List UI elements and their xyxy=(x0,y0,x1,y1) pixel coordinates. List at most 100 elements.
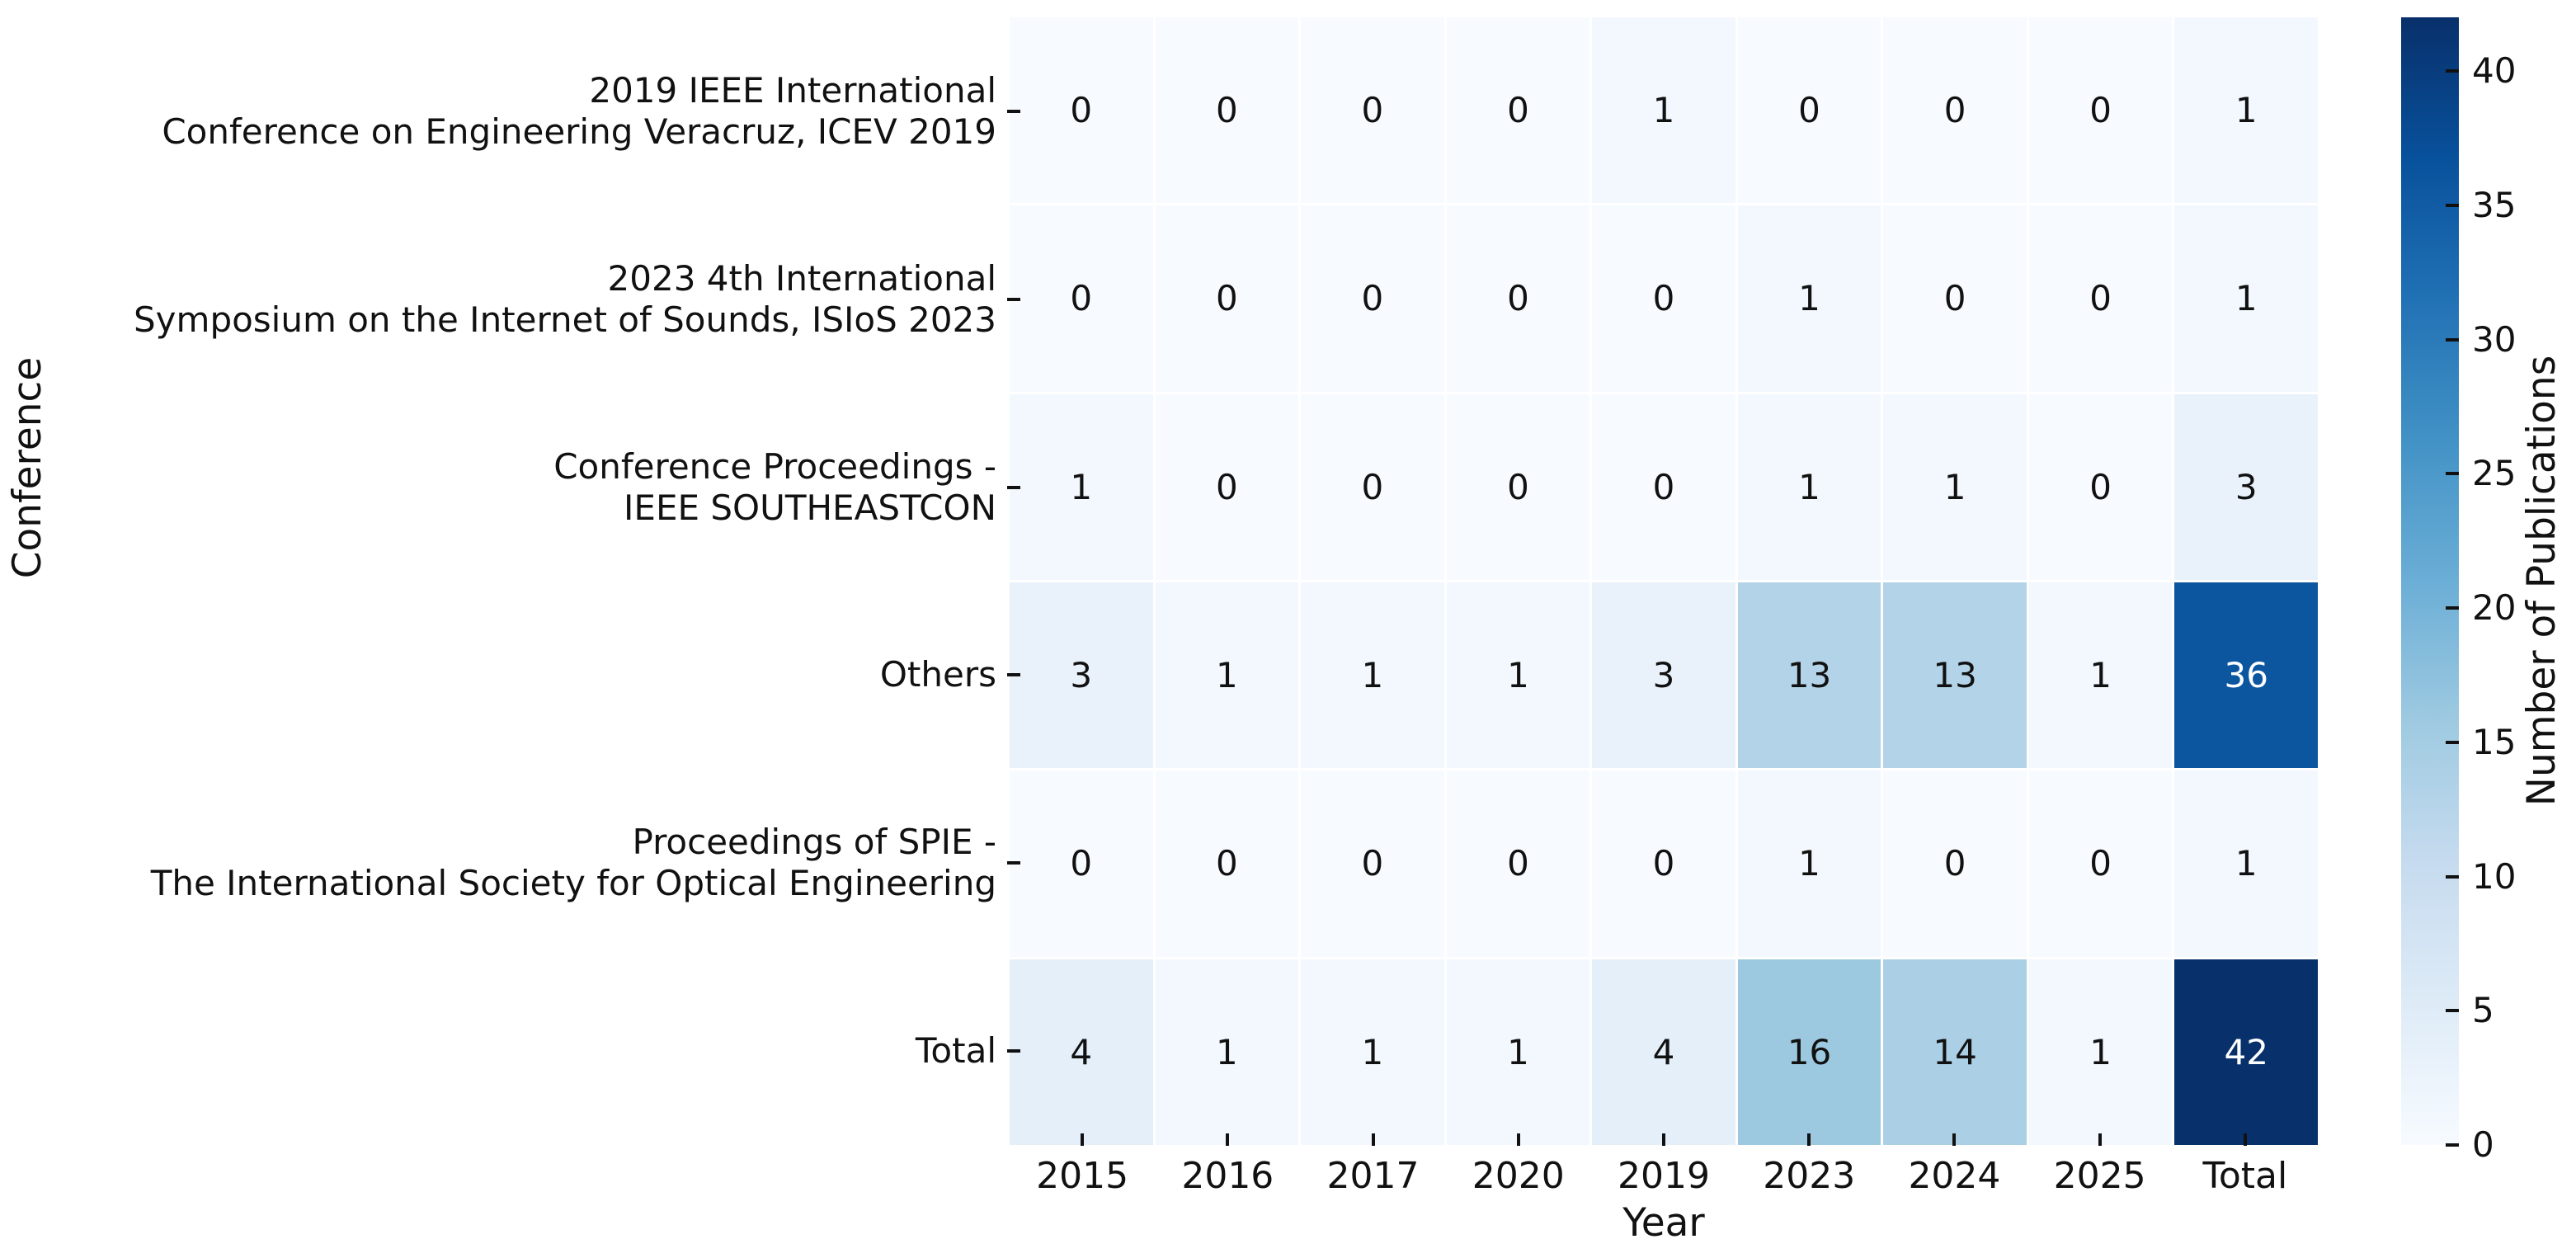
x-tick-label: 2019 xyxy=(1618,1155,1710,1197)
heatmap-cell: 13 xyxy=(1883,582,2027,769)
heatmap-cell: 0 xyxy=(2028,393,2173,580)
x-axis-title: Year xyxy=(1622,1200,1705,1246)
heatmap-cell: 0 xyxy=(1010,205,1153,392)
heatmap-cell: 0 xyxy=(2028,205,2173,392)
colorbar-tick xyxy=(2446,69,2459,73)
x-tick-label: 2016 xyxy=(1181,1155,1274,1197)
heatmap-cell: 0 xyxy=(1446,393,1590,580)
heatmap-cell: 1 xyxy=(1737,393,1881,580)
x-tick-label: 2024 xyxy=(1908,1155,2001,1197)
colorbar-tick xyxy=(2446,740,2459,744)
heatmap-cell: 0 xyxy=(1155,393,1299,580)
y-tick xyxy=(1007,109,1020,113)
heatmap-cell: 0 xyxy=(1883,17,2027,204)
x-tick xyxy=(1081,1133,1085,1146)
heatmap-cell: 1 xyxy=(1592,17,1735,204)
heatmap-cell: 0 xyxy=(1155,770,1299,957)
x-tick xyxy=(2098,1133,2102,1146)
heatmap-cell: 1 xyxy=(2174,770,2318,957)
heatmap-cell: 0 xyxy=(1446,205,1590,392)
heatmap-cell: 0 xyxy=(2028,17,2173,204)
colorbar-tick-label: 10 xyxy=(2472,855,2517,897)
heatmap-cell: 0 xyxy=(1155,205,1299,392)
colorbar-tick-label: 25 xyxy=(2472,453,2517,494)
row-label: Proceedings of SPIE - The International S… xyxy=(150,822,996,904)
heatmap-cell: 0 xyxy=(1010,17,1153,204)
heatmap-cell: 0 xyxy=(1883,770,2027,957)
heatmap-cell: 0 xyxy=(1592,770,1735,957)
heatmap-cell: 1 xyxy=(1737,205,1881,392)
colorbar-tick xyxy=(2446,472,2459,476)
y-tick xyxy=(1007,485,1020,489)
heatmap-cell: 1 xyxy=(1737,770,1881,957)
y-tick xyxy=(1007,673,1020,677)
heatmap-cell: 0 xyxy=(1737,17,1881,204)
heatmap-cell: 42 xyxy=(2174,959,2318,1145)
x-tick-label: 2023 xyxy=(1763,1155,1856,1197)
colorbar-tick xyxy=(2446,1009,2459,1013)
heatmap-cell: 3 xyxy=(2174,393,2318,580)
x-tick-label: 2025 xyxy=(2053,1155,2146,1197)
colorbar-title: Number of Publications xyxy=(2519,355,2564,807)
x-tick xyxy=(1516,1133,1520,1146)
heatmap-cell: 0 xyxy=(1592,205,1735,392)
heatmap-cell: 1 xyxy=(1301,582,1444,769)
colorbar-tick xyxy=(2446,606,2459,610)
heatmap-cell: 0 xyxy=(1446,17,1590,204)
colorbar-tick-label: 5 xyxy=(2472,990,2494,1031)
row-label: 2019 IEEE International Conference on Eng… xyxy=(162,69,996,152)
heatmap-cell: 0 xyxy=(1883,205,2027,392)
x-tick xyxy=(2243,1133,2247,1146)
heatmap-cell: 0 xyxy=(1446,770,1590,957)
colorbar-tick-label: 30 xyxy=(2472,318,2517,360)
colorbar-tick-label: 20 xyxy=(2472,587,2517,629)
row-label: Total xyxy=(915,1030,996,1072)
y-axis-title: Conference xyxy=(5,356,50,579)
row-label: Others xyxy=(879,654,996,695)
heatmap-cell: 0 xyxy=(1301,17,1444,204)
y-tick xyxy=(1007,297,1020,301)
y-tick xyxy=(1007,861,1020,865)
heatmap-cell: 36 xyxy=(2174,582,2318,769)
heatmap-cell: 4 xyxy=(1010,959,1153,1145)
x-tick-label: Total xyxy=(2202,1155,2288,1197)
y-tick xyxy=(1007,1049,1020,1053)
heatmap-cell: 0 xyxy=(1301,770,1444,957)
colorbar-tick-label: 40 xyxy=(2472,50,2517,92)
heatmap-cell: 0 xyxy=(1592,393,1735,580)
heatmap-cell: 0 xyxy=(1301,205,1444,392)
heatmap-cell: 1 xyxy=(2028,959,2173,1145)
x-tick xyxy=(1371,1133,1375,1146)
colorbar-tick xyxy=(2446,874,2459,879)
x-tick xyxy=(1226,1133,1230,1146)
colorbar-tick-label: 0 xyxy=(2472,1124,2494,1165)
heatmap-cell: 0 xyxy=(1010,770,1153,957)
heatmap-cell: 3 xyxy=(1010,582,1153,769)
colorbar-tick xyxy=(2446,337,2459,342)
heatmap-cell: 1 xyxy=(2028,582,2173,769)
heatmap-cell: 1 xyxy=(1155,959,1299,1145)
heatmap-cell: 1 xyxy=(1446,582,1590,769)
heatmap-cell: 1 xyxy=(1883,393,2027,580)
heatmap-cell: 1 xyxy=(1446,959,1590,1145)
colorbar xyxy=(2401,17,2459,1145)
colorbar-tick-label: 15 xyxy=(2472,721,2517,762)
heatmap-cell: 1 xyxy=(2174,17,2318,204)
colorbar-tick xyxy=(2446,1143,2459,1147)
row-label: 2023 4th International Symposium on the I… xyxy=(134,257,996,340)
heatmap-cell: 0 xyxy=(1301,393,1444,580)
x-tick-label: 2017 xyxy=(1326,1155,1420,1197)
heatmap-cell: 1 xyxy=(1155,582,1299,769)
heatmap-cell: 13 xyxy=(1737,582,1881,769)
heatmap-cell: 1 xyxy=(1301,959,1444,1145)
heatmap-cell: 16 xyxy=(1737,959,1881,1145)
heatmap-cell: 1 xyxy=(1010,393,1153,580)
row-label: Conference Proceedings - IEEE SOUTHEASTCO… xyxy=(553,445,996,528)
heatmap-cell: 4 xyxy=(1592,959,1735,1145)
heatmap-cell: 14 xyxy=(1883,959,2027,1145)
heatmap-cell: 0 xyxy=(2028,770,2173,957)
heatmap: 0 0 0 0 1 0 0 0 1 0 0 0 0 0 1 0 0 1 1 0 0 0 0 1 1 0 3 3 1 1 1 3 13 13 1 36 0… xyxy=(1010,17,2318,1145)
heatmap-cell: 1 xyxy=(2174,205,2318,392)
heatmap-cell: 3 xyxy=(1592,582,1735,769)
